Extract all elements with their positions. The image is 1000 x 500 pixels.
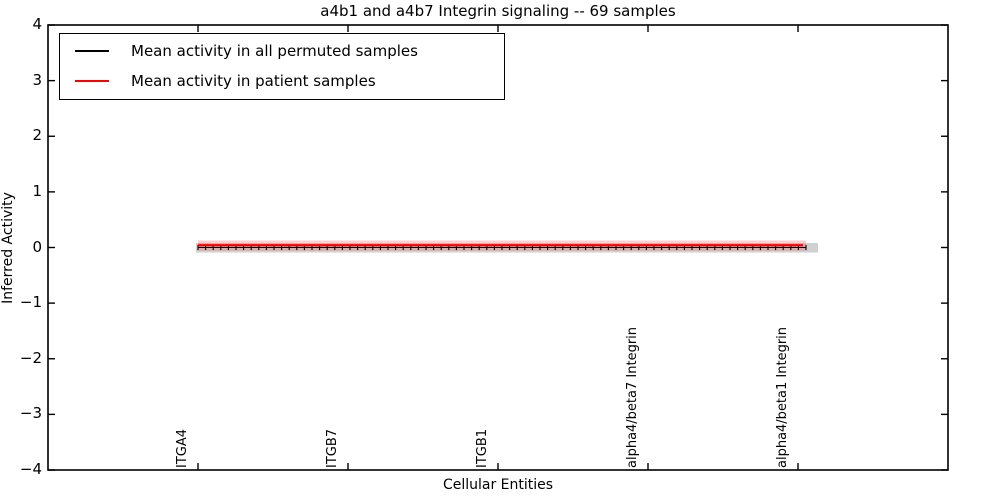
x-axis-label: Cellular Entities <box>442 477 554 493</box>
y-tick-label: 4 <box>32 15 42 34</box>
y-tick-label: −3 <box>19 404 42 423</box>
x-tick-label: ITGB1 <box>475 428 490 468</box>
legend-entry-permuted: Mean activity in all permuted samples <box>60 34 418 67</box>
y-tick-label: 0 <box>32 237 42 256</box>
legend-label-permuted: Mean activity in all permuted samples <box>131 41 418 60</box>
x-tick-label: ITGA4 <box>175 428 190 468</box>
x-tick-label: alpha4/beta1 Integrin <box>775 326 790 468</box>
y-tick-label: 3 <box>32 70 42 89</box>
y-tick-label: −1 <box>19 293 42 312</box>
legend-entry-patient: Mean activity in patient samples <box>60 64 376 97</box>
y-tick-label: −4 <box>19 460 42 479</box>
x-tick-label: ITGB7 <box>325 428 340 468</box>
y-tick-label: 1 <box>32 181 42 200</box>
permuted-line-swatch-icon <box>75 49 109 52</box>
legend: Mean activity in all permuted samples Me… <box>59 33 505 100</box>
y-tick-label: 2 <box>32 126 42 145</box>
x-tick-label: alpha4/beta7 Integrin <box>625 326 640 468</box>
legend-label-patient: Mean activity in patient samples <box>131 71 376 90</box>
chart-title: a4b1 and a4b7 Integrin signaling -- 69 s… <box>320 2 676 20</box>
patient-line-swatch-icon <box>75 79 109 82</box>
y-tick-label: −2 <box>19 348 42 367</box>
